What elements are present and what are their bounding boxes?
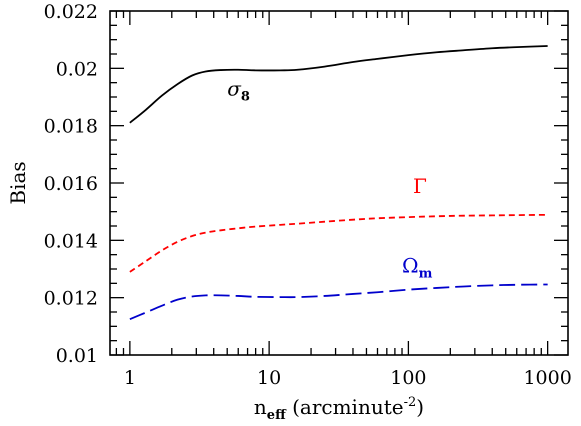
plot-frame (109, 10, 569, 356)
y-tick-label: 0.01 (56, 345, 98, 367)
x-axis-title-close: ) (416, 395, 424, 419)
series-label-0: σ8 (227, 77, 250, 105)
y-axis-title: Bias (6, 161, 30, 204)
series-labels: σ8 Γ Ωm (227, 77, 432, 282)
y-tick-label: 0.022 (44, 1, 98, 23)
x-axis-title-sub: eff (267, 408, 287, 423)
x-tick-label: 1 (124, 367, 136, 389)
axis-ticks (110, 10, 568, 356)
series-label-sub: 8 (241, 90, 250, 105)
series-label-main: Ω (402, 254, 419, 278)
series-label-1: Γ (413, 174, 427, 198)
x-tick-label: 10 (257, 367, 281, 389)
x-tick-label: 100 (390, 367, 426, 389)
series-line-1 (129, 213, 548, 273)
x-axis-title-main: n (254, 395, 267, 419)
y-tick-label: 0.016 (44, 173, 98, 195)
series-label-2: Ωm (402, 254, 433, 282)
series-label-main: Γ (413, 174, 427, 198)
series-label-sub: m (419, 267, 433, 282)
x-axis-title-sup: -2 (404, 395, 417, 410)
series-line-0 (129, 45, 548, 124)
y-tick-label: 0.018 (44, 116, 98, 138)
x-axis-title: neff (arcminute-2) (254, 395, 424, 423)
series-label-main: σ (227, 77, 242, 101)
y-tick-label: 0.014 (44, 230, 98, 252)
x-tick-labels: 1 10 100 1000 (124, 367, 572, 389)
y-tick-label: 0.02 (56, 58, 98, 80)
y-tick-label: 0.012 (44, 288, 98, 310)
x-axis-title-rest: (arcminute (286, 395, 404, 419)
x-tick-label: 1000 (523, 367, 571, 389)
series-group (129, 45, 548, 321)
series-line-2 (129, 283, 548, 321)
y-tick-labels: 0.01 0.012 0.014 0.016 0.018 0.02 0.022 (44, 1, 98, 367)
